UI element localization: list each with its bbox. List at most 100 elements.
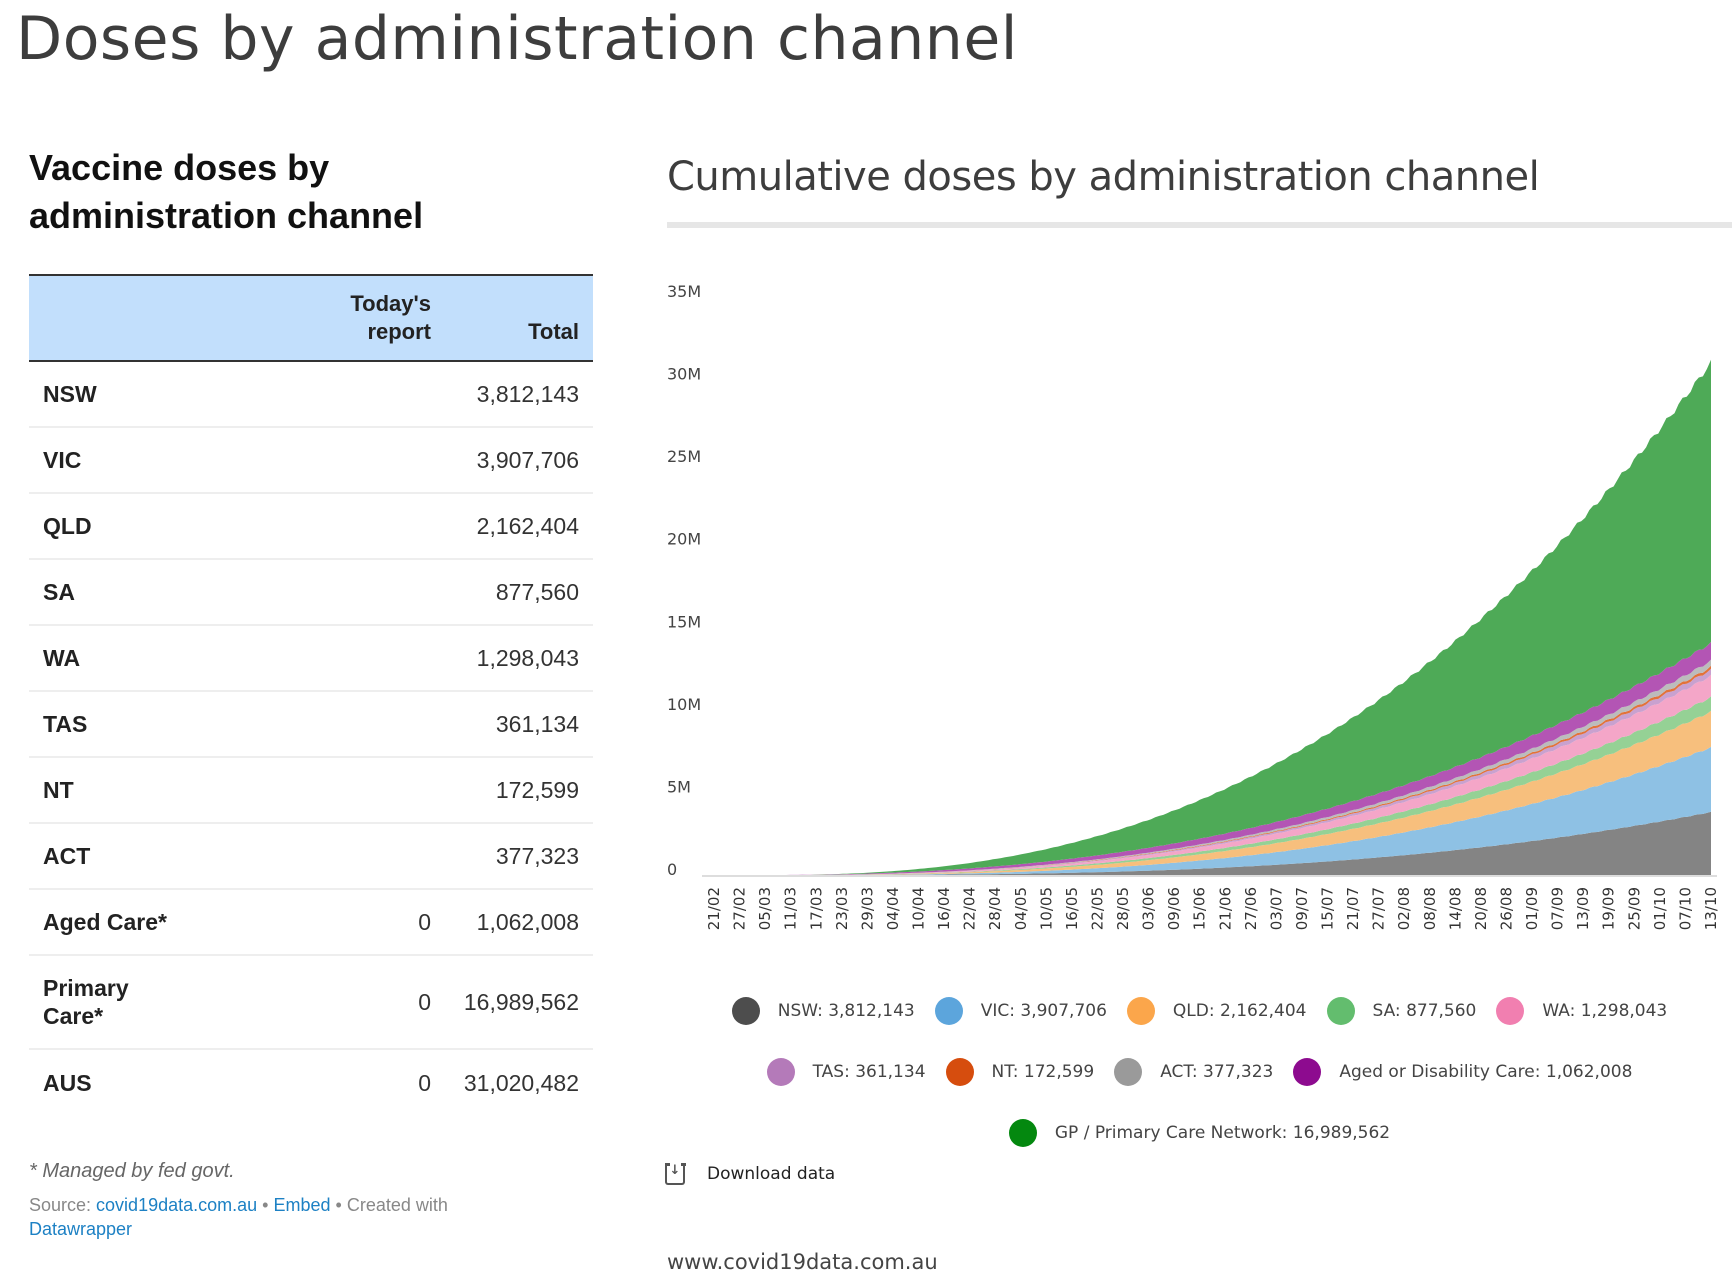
legend-item[interactable]: Aged or Disability Care: 1,062,008 — [1293, 1057, 1633, 1086]
row-name: AUS — [43, 1070, 92, 1096]
x-tick-label: 07/09 — [1549, 887, 1567, 930]
x-tick-label: 03/07 — [1267, 887, 1285, 930]
x-tick-label: 10/05 — [1037, 887, 1055, 930]
row-today-value — [227, 361, 445, 428]
x-tick-label: 15/07 — [1319, 887, 1337, 930]
download-data-button[interactable]: ↓ Download data — [664, 1163, 836, 1185]
row-total-value: 877,560 — [445, 559, 593, 626]
x-tick-label: 04/05 — [1012, 887, 1030, 930]
embed-link[interactable]: Embed — [273, 1195, 331, 1215]
legend-color-dot-icon — [1293, 1057, 1322, 1086]
area-series-nsw[interactable] — [777, 811, 1711, 875]
x-tick-label: 05/03 — [756, 887, 774, 930]
y-tick-label: 30M — [667, 365, 701, 384]
source-prefix: Source: — [29, 1195, 97, 1215]
x-tick-label: 21/07 — [1344, 887, 1362, 930]
x-tick-label: 07/10 — [1676, 887, 1694, 930]
legend-item[interactable]: ACT: 377,323 — [1114, 1057, 1274, 1086]
legend-item[interactable]: WA: 1,298,043 — [1496, 996, 1668, 1025]
row-name: VIC — [29, 427, 227, 494]
row-name: ACT — [29, 823, 227, 890]
download-data-label: Download data — [707, 1164, 836, 1184]
x-tick-label: 22/05 — [1088, 887, 1106, 930]
area-series-vic[interactable] — [777, 746, 1711, 875]
legend-label: TAS: 361,134 — [812, 1061, 926, 1082]
row-name: SA — [29, 559, 227, 626]
legend-color-dot-icon — [945, 1057, 974, 1086]
legend-color-dot-icon — [766, 1057, 795, 1086]
x-tick-label: 25/09 — [1625, 887, 1643, 930]
row-name: TAS — [29, 691, 227, 758]
x-tick-label: 10/04 — [910, 887, 928, 930]
legend-item[interactable]: NT: 172,599 — [945, 1057, 1095, 1086]
row-total-value: 2,162,404 — [445, 493, 593, 560]
y-tick-label: 0 — [667, 860, 677, 879]
area-series-qld[interactable] — [777, 710, 1711, 875]
y-tick-label: 35M — [667, 282, 701, 301]
x-tick-label: 27/02 — [731, 887, 749, 930]
legend-label: NT: 172,599 — [991, 1061, 1095, 1082]
legend-item[interactable]: VIC: 3,907,706 — [934, 996, 1107, 1025]
legend-label: SA: 877,560 — [1372, 1000, 1477, 1021]
table-row: TAS 361,134 — [29, 691, 593, 758]
doses-table: Today's report Total NSW 3,812,143 VIC 3,90… — [29, 274, 593, 1116]
legend-label: GP / Primary Care Network: 16,989,562 — [1054, 1122, 1391, 1143]
x-tick-label: 03/06 — [1140, 887, 1158, 930]
x-tick-label: 22/04 — [961, 887, 979, 930]
chart-title: Cumulative doses by administration chann… — [667, 154, 1540, 200]
x-tick-label: 29/03 — [858, 887, 876, 930]
chart-title-divider — [667, 222, 1732, 228]
y-tick-label: 20M — [667, 530, 701, 549]
x-tick-label: 08/08 — [1421, 887, 1439, 930]
column-header-today: Today's report — [227, 274, 445, 362]
legend-label: ACT: 377,323 — [1160, 1061, 1274, 1082]
y-axis: 0 5M 10M 15M 20M 25M 30M 35M — [667, 282, 701, 879]
row-name: NT — [29, 757, 227, 824]
legend-item[interactable]: TAS: 361,134 — [766, 1057, 926, 1086]
area-series-gp-primary-care-network[interactable] — [777, 359, 1711, 875]
legend-row: GP / Primary Care Network: 16,989,562 — [667, 1102, 1732, 1163]
x-tick-label: 11/03 — [782, 887, 800, 930]
x-tick-label: 27/06 — [1242, 887, 1260, 930]
legend-color-dot-icon — [1114, 1057, 1143, 1086]
row-today-value — [227, 427, 445, 494]
row-today-value — [227, 559, 445, 626]
row-name-text: Primary Care* — [43, 975, 129, 1029]
legend-item[interactable]: QLD: 2,162,404 — [1126, 996, 1307, 1025]
row-today-value — [227, 625, 445, 692]
datawrapper-link[interactable]: Datawrapper — [29, 1219, 133, 1239]
row-today-value — [227, 493, 445, 560]
legend-color-dot-icon — [1008, 1118, 1037, 1147]
x-tick-label: 21/02 — [705, 887, 723, 930]
x-tick-label: 26/08 — [1497, 887, 1515, 930]
table-row: ACT 377,323 — [29, 823, 593, 890]
legend-item[interactable]: GP / Primary Care Network: 16,989,562 — [1008, 1118, 1391, 1147]
download-icon: ↓ — [664, 1163, 686, 1185]
legend-label: Aged or Disability Care: 1,062,008 — [1339, 1061, 1633, 1082]
x-tick-label: 21/06 — [1216, 887, 1234, 930]
x-tick-label: 16/05 — [1063, 887, 1081, 930]
table-row: Aged Care* 0 1,062,008 — [29, 889, 593, 956]
table-row: AUS 0 31,020,482 — [29, 1049, 593, 1116]
source-link[interactable]: covid19data.com.au — [96, 1195, 258, 1215]
row-today-value — [227, 823, 445, 890]
row-name: QLD — [29, 493, 227, 560]
row-total-value: 31,020,482 — [463, 1069, 579, 1096]
table-body: NSW 3,812,143 VIC 3,907,706 QLD 2,162,404 SA 87… — [29, 361, 593, 1116]
row-name: Aged Care* — [29, 889, 227, 956]
legend-color-dot-icon — [1126, 996, 1155, 1025]
x-tick-label: 17/03 — [807, 887, 825, 930]
legend-row: NSW: 3,812,143 VIC: 3,907,706 QLD: 2,162,4… — [667, 980, 1732, 1041]
legend-color-dot-icon — [731, 996, 760, 1025]
x-tick-label: 13/10 — [1702, 887, 1720, 930]
row-total-value: 3,907,706 — [445, 427, 593, 494]
table-heading: Vaccine doses by administration channel — [29, 147, 424, 236]
area-series-wa[interactable] — [777, 674, 1711, 875]
x-tick-label: 09/07 — [1293, 887, 1311, 930]
legend-item[interactable]: SA: 877,560 — [1326, 996, 1477, 1025]
row-total-value: 377,323 — [445, 823, 593, 890]
legend-item[interactable]: NSW: 3,812,143 — [731, 996, 915, 1025]
legend-label: WA: 1,298,043 — [1542, 1000, 1668, 1021]
x-tick-label: 23/03 — [833, 887, 851, 930]
source-line: Source: covid19data.com.au • Embed • Cre… — [29, 1193, 529, 1241]
